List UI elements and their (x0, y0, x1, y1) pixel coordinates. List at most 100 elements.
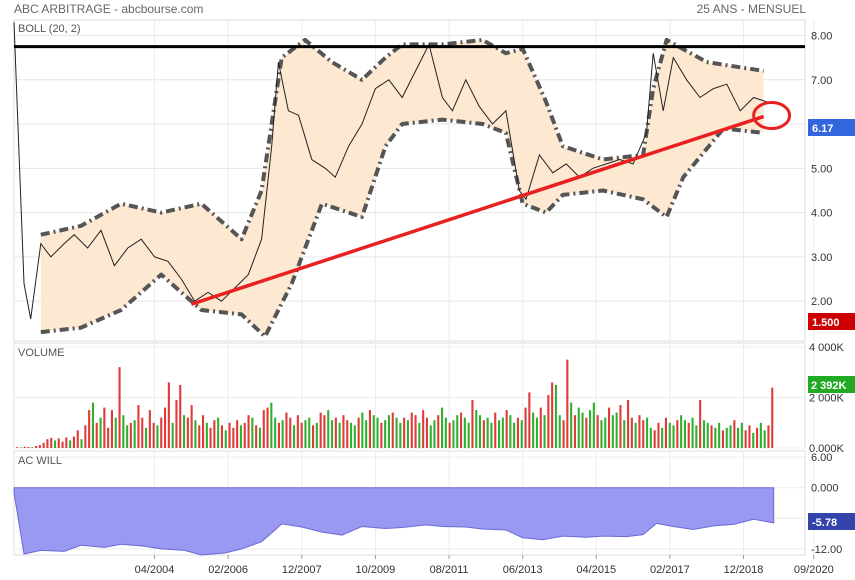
volume-bar (107, 427, 110, 448)
volume-last-badge-bg (808, 376, 855, 393)
volume-bar (361, 412, 364, 448)
volume-bar (365, 420, 368, 448)
acwill-last-badge: -5.78 (808, 513, 855, 530)
volume-bar (422, 410, 425, 448)
x-tick-label: 10/2009 (356, 564, 396, 576)
volume-bar (649, 427, 652, 448)
volume-bar (695, 425, 698, 448)
volume-bar (608, 407, 611, 448)
volume-bar (448, 422, 451, 449)
volume-bar (509, 415, 512, 448)
volume-bar (596, 415, 599, 448)
volume-bar (771, 387, 774, 448)
volume-bar (403, 417, 406, 448)
price-axis-ticks: 8.007.006.005.004.003.002.00 (811, 30, 832, 308)
volume-bar (110, 410, 113, 448)
volume-bar (76, 430, 79, 448)
volume-bar (91, 402, 94, 448)
volume-bar (740, 422, 743, 449)
volume-bar (304, 420, 307, 448)
volume-bar (410, 412, 413, 448)
volume-bar (270, 402, 273, 448)
volume-bar (133, 420, 136, 448)
acwill-tick-label: 6.00 (811, 452, 832, 464)
volume-bar (710, 425, 713, 448)
volume-bar (247, 415, 250, 448)
volume-bar (19, 447, 22, 448)
volume-bar (255, 425, 258, 448)
x-axis-ticks: 04/2004 02/2006 12/2007 10/2009 08/2011 06/20… (135, 555, 834, 576)
volume-bar (129, 422, 132, 449)
volume-bar (558, 415, 561, 448)
volume-bar (194, 420, 197, 448)
volume-bar (387, 415, 390, 448)
x-tick-label: 02/2017 (650, 564, 690, 576)
x-tick-label: 09/2020 (794, 564, 834, 576)
volume-panel: VOLUME 4 000K 2 000K 0.000K 2 392K (13, 342, 855, 455)
volume-bar (676, 420, 679, 448)
volume-bar (266, 407, 269, 448)
volume-bar (186, 417, 189, 448)
volume-bar (384, 420, 387, 448)
volume-bar (137, 405, 140, 448)
volume-bar (406, 420, 409, 448)
volume-bar (615, 412, 618, 448)
volume-bar (391, 412, 394, 448)
volume-bar (46, 439, 49, 448)
volume-bar (327, 410, 330, 448)
volume-bar (38, 445, 41, 448)
volume-bar (319, 412, 322, 448)
volume-bar (543, 415, 546, 448)
volume-bar (539, 407, 542, 448)
marker-badge: 1.500 (808, 313, 855, 330)
volume-bar (338, 422, 341, 449)
volume-bar (126, 425, 129, 448)
price-close-line (13, 22, 768, 319)
volume-bar (342, 415, 345, 448)
volume-bar (122, 415, 125, 448)
volume-last-value: 2 392K (811, 380, 847, 392)
volume-bar (471, 400, 474, 448)
volume-bar (498, 420, 501, 448)
volume-bar (744, 430, 747, 448)
support-trendline (190, 114, 765, 306)
volume-bar (368, 410, 371, 448)
volume-bar (611, 415, 614, 448)
volume-bar (501, 417, 504, 448)
volume-bar (350, 422, 353, 449)
volume-bar (171, 422, 174, 449)
volume-bar (566, 359, 569, 448)
volume-tick-label: 2 000K (809, 393, 845, 405)
volume-bar (296, 415, 299, 448)
volume-bar (516, 417, 519, 448)
volume-bar (418, 422, 421, 449)
volume-bar (293, 425, 296, 448)
volume-bar (619, 405, 622, 448)
volume-bar (721, 430, 724, 448)
volume-bar (148, 410, 151, 448)
volume-bar (65, 437, 68, 448)
volume-bar (243, 422, 246, 449)
price-tick-label: 3.00 (811, 252, 832, 264)
volume-bar (312, 425, 315, 448)
price-panel: BOLL (20, 2) 8.007.006.005.004.003.002.0… (13, 19, 855, 342)
marker-badge-bg (808, 313, 855, 330)
volume-bar (425, 417, 428, 448)
volume-panel-frame (13, 342, 806, 449)
volume-bar (224, 430, 227, 448)
volume-bar (357, 417, 360, 448)
volume-bar (433, 420, 436, 448)
volume-bar (729, 425, 732, 448)
volume-bar (88, 410, 91, 448)
volume-bar (479, 415, 482, 448)
volume-bar (592, 402, 595, 448)
volume-bar (308, 417, 311, 448)
volume-tick-label: 4 000K (809, 342, 845, 354)
volume-bar (456, 415, 459, 448)
volume-bar (752, 432, 755, 448)
x-tick-label: 12/2018 (724, 564, 764, 576)
volume-bar (236, 420, 239, 448)
volume-bar (145, 427, 148, 448)
volume-bar (334, 417, 337, 448)
